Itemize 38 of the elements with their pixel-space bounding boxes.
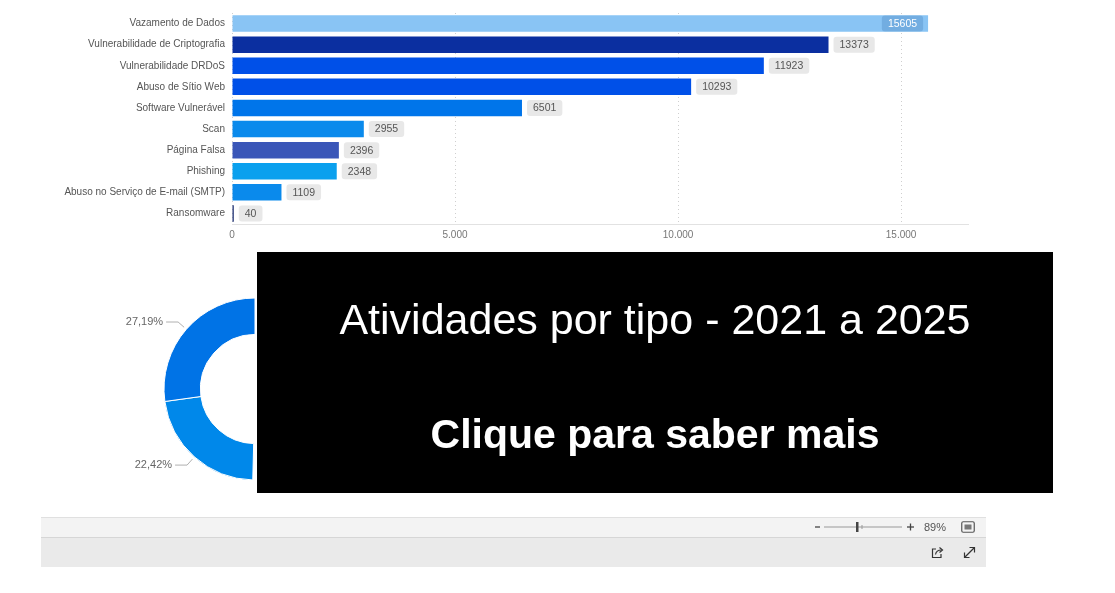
bar	[232, 163, 337, 180]
text: 89%	[924, 520, 947, 534]
data-label: 1109	[292, 185, 316, 198]
data-label: 11923	[774, 59, 804, 72]
x-tick-label: 15.000	[885, 228, 917, 240]
data-label: 13373	[839, 38, 869, 51]
y-tick-label: Phishing	[186, 165, 225, 176]
x-tick-label: 0	[229, 228, 236, 240]
data-label: 40	[244, 206, 257, 219]
data-label: 27,19%	[125, 315, 164, 328]
bar	[232, 15, 929, 32]
bar	[232, 120, 364, 138]
data-label: 6501	[532, 101, 557, 114]
bar	[232, 141, 339, 159]
y-tick-label: Vazamento de Dados	[129, 17, 225, 29]
y-tick-label: Abuso no Serviço de E-mail (SMTP)	[64, 186, 225, 198]
y-tick-label: Página Falsa	[166, 143, 226, 155]
bar	[232, 184, 282, 201]
data-label: 2955	[374, 122, 399, 135]
bar	[232, 36, 829, 53]
data-label: 2348	[347, 164, 372, 177]
text: Clique para saber mais	[429, 410, 881, 458]
text: Atividades por tipo - 2021 a 2025	[338, 294, 972, 344]
bar	[232, 57, 764, 74]
y-tick-label: Software Vulnerável	[135, 101, 225, 113]
y-tick-label: Abuso de Sítio Web	[136, 80, 226, 92]
bar	[232, 99, 522, 117]
data-label: 10293	[702, 80, 732, 93]
y-tick-label: Vulnerabilidade de Criptografia	[88, 38, 226, 50]
y-tick-label: Vulnerabilidade DRDoS	[119, 59, 226, 71]
y-tick-label: Ransomware	[166, 207, 226, 219]
data-label: 2396	[349, 143, 374, 156]
x-tick-label: 10.000	[662, 228, 694, 240]
y-tick-label: Scan	[202, 122, 225, 134]
data-label: 22,42%	[134, 458, 173, 471]
x-tick-label: 5.000	[442, 228, 468, 240]
data-label: 15605	[887, 16, 918, 29]
bar	[232, 78, 692, 96]
